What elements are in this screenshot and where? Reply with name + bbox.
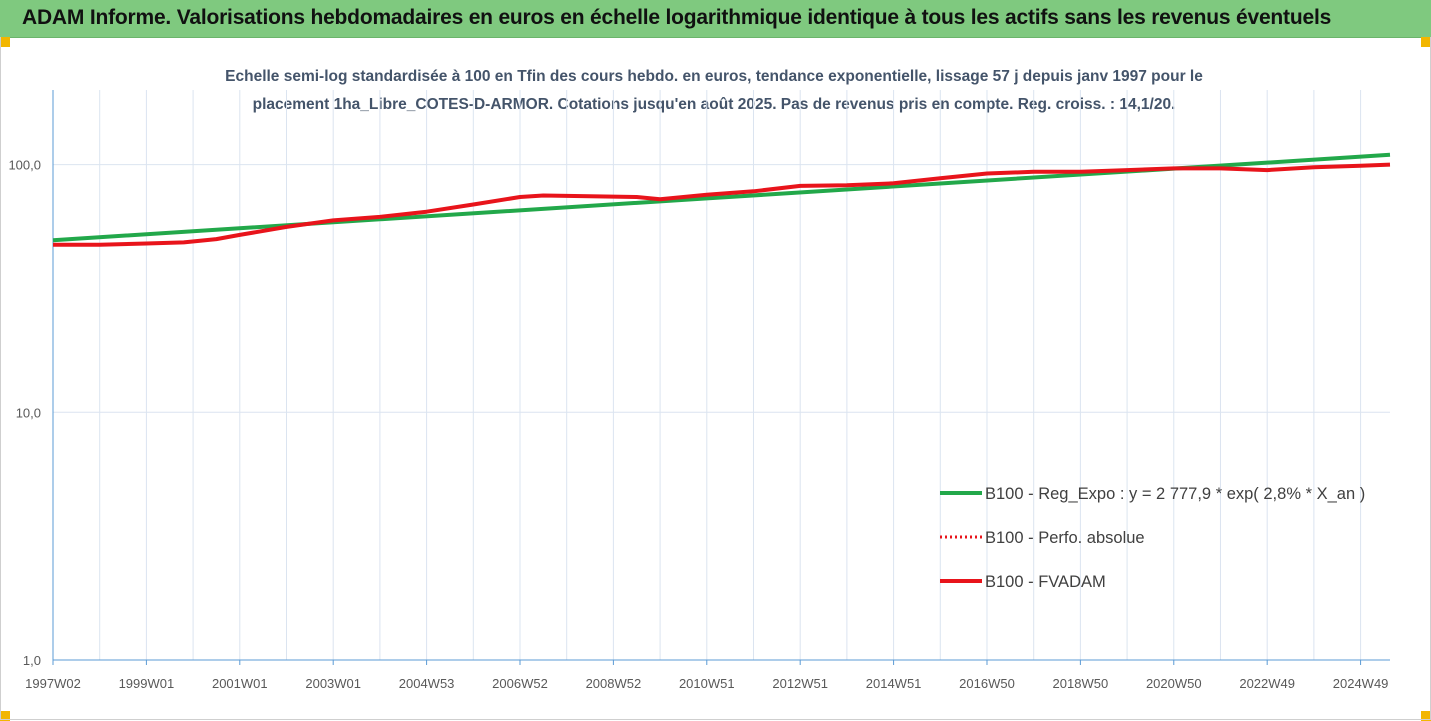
x-tick-label: 2014W51 xyxy=(866,676,922,691)
x-tick-labels: 1997W02 1999W01 2001W01 2003W01 2004W53 2006W… xyxy=(25,660,1388,691)
legend-label-3: B100 - FVADAM xyxy=(985,573,1106,591)
x-tick-label: 2004W53 xyxy=(399,676,455,691)
x-tick-label: 2003W01 xyxy=(305,676,361,691)
y-tick-label: 10,0 xyxy=(16,405,41,420)
corner-marker-left xyxy=(0,37,10,47)
x-tick-label: 2006W52 xyxy=(492,676,548,691)
chart-title-line-1: Echelle semi-log standardisée à 100 en T… xyxy=(225,68,1203,85)
legend: B100 - Reg_Expo : y = 2 777,9 * exp( 2,8… xyxy=(940,485,1365,591)
legend-label-1: B100 - Reg_Expo : y = 2 777,9 * exp( 2,8… xyxy=(985,485,1365,503)
series-line-3 xyxy=(53,162,1391,247)
y-tick-label: 100,0 xyxy=(8,158,41,173)
chart-title-line-2: placement 1ha_Libre_COTES-D-ARMOR. Cotat… xyxy=(253,96,1176,113)
axes xyxy=(52,90,1390,661)
legend-label-2: B100 - Perfo. absolue xyxy=(985,529,1145,547)
app-header: ADAM Informe. Valorisations hebdomadaire… xyxy=(0,0,1431,38)
x-tick-label: 2022W49 xyxy=(1239,676,1295,691)
report-title: ADAM Informe. Valorisations hebdomadaire… xyxy=(22,6,1332,29)
series-lines xyxy=(52,152,1391,247)
x-tick-label: 2024W49 xyxy=(1333,676,1389,691)
x-tick-label: 2016W50 xyxy=(959,676,1015,691)
corner-marker-right xyxy=(1421,37,1431,47)
chart: Echelle semi-log standardisée à 100 en T… xyxy=(8,68,1391,691)
x-tick-label: 2010W51 xyxy=(679,676,735,691)
x-tick-label: 1997W02 xyxy=(25,676,81,691)
corner-marker-bottom-left xyxy=(0,711,10,721)
x-tick-label: 2001W01 xyxy=(212,676,268,691)
chart-title: Echelle semi-log standardisée à 100 en T… xyxy=(225,68,1203,113)
y-tick-labels: 1,0 10,0 100,0 xyxy=(8,158,41,668)
corner-marker-bottom-right xyxy=(1421,711,1431,721)
x-tick-label: 2008W52 xyxy=(586,676,642,691)
gridlines xyxy=(52,90,1390,661)
x-tick-label: 1999W01 xyxy=(119,676,175,691)
x-tick-label: 2012W51 xyxy=(772,676,828,691)
x-tick-label: 2018W50 xyxy=(1053,676,1109,691)
x-tick-label: 2020W50 xyxy=(1146,676,1202,691)
y-tick-label: 1,0 xyxy=(23,653,41,668)
